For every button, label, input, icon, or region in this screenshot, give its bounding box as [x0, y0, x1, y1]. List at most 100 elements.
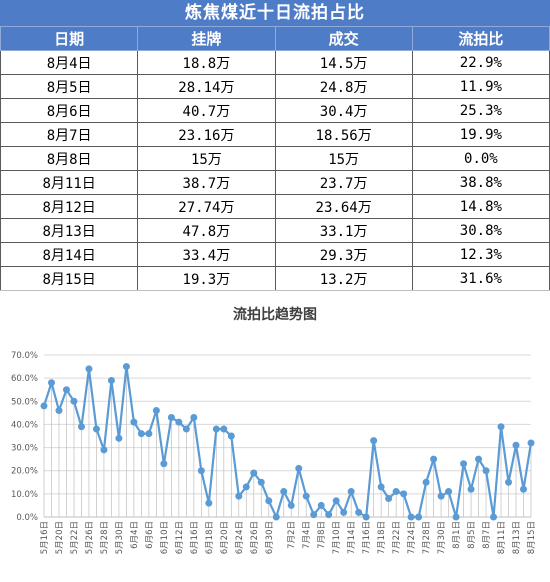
data-point [303, 493, 309, 499]
table-cell: 0.0% [412, 147, 549, 171]
table-cell: 23.16万 [138, 123, 275, 147]
header-unsold-ratio: 流拍比 [412, 27, 549, 51]
data-point [116, 435, 122, 441]
x-tick-label: 6月26日 [250, 521, 260, 554]
data-point [393, 489, 399, 495]
data-point [48, 380, 54, 386]
x-tick-label: 8月15日 [527, 521, 537, 554]
y-tick-label: 30.0% [11, 444, 38, 454]
table-body: 8月4日 18.8万 14.5万 22.9% 8月5日 28.14万 24.8万 11.9% 8… [1, 51, 550, 291]
table-cell: 23.64万 [275, 195, 412, 219]
data-point [528, 440, 534, 446]
data-point [78, 424, 84, 430]
data-point [146, 431, 152, 437]
y-tick-label: 40.0% [11, 420, 38, 430]
x-tick-label: 7月8日 [317, 521, 327, 549]
data-point [161, 461, 167, 467]
data-point [446, 489, 452, 495]
x-tick-label: 8月13日 [512, 521, 522, 554]
table-cell: 28.14万 [138, 75, 275, 99]
table-cell: 14.5万 [275, 51, 412, 75]
table-cell: 30.4万 [275, 99, 412, 123]
table-row: 8月11日 38.7万 23.7万 38.8% [1, 171, 550, 195]
data-point [513, 442, 519, 448]
x-tick-label: 8月1日 [452, 521, 462, 549]
data-point [206, 500, 212, 506]
data-point [153, 408, 159, 414]
table-cell: 25.3% [412, 99, 549, 123]
data-point [251, 470, 257, 476]
table-row: 8月5日 28.14万 24.8万 11.9% [1, 75, 550, 99]
table-cell: 18.8万 [138, 51, 275, 75]
table-cell: 33.1万 [275, 219, 412, 243]
table-cell: 33.4万 [138, 243, 275, 267]
x-tick-label: 7月4日 [302, 521, 312, 549]
table-cell: 40.7万 [138, 99, 275, 123]
x-tick-label: 5月22日 [70, 521, 80, 554]
table-cell: 8月11日 [1, 171, 138, 195]
x-tick-label: 6月30日 [265, 521, 275, 554]
trend-chart: 流拍比趋势图 0.0% 10.0% 20.0% 30.0% 40.0% 50.0% 60.0%… [0, 290, 550, 577]
data-point [41, 403, 47, 409]
x-tick-label: 8月7日 [482, 521, 492, 549]
table-cell: 8月4日 [1, 51, 138, 75]
data-point [401, 491, 407, 497]
x-tick-label: 7月14日 [347, 521, 357, 554]
x-tick-label: 5月20日 [55, 521, 65, 554]
x-tick-label: 6月16日 [190, 521, 200, 554]
x-tick-label: 7月2日 [287, 521, 297, 549]
data-point [101, 447, 107, 453]
data-point [438, 493, 444, 499]
x-tick-label: 6月20日 [220, 521, 230, 554]
x-tick-label: 6月18日 [205, 521, 215, 554]
table-cell: 22.9% [412, 51, 549, 75]
table-row: 8月7日 23.16万 18.56万 19.9% [1, 123, 550, 147]
y-tick-label: 20.0% [11, 467, 38, 477]
y-tick-label: 10.0% [11, 490, 38, 500]
table-cell: 8月12日 [1, 195, 138, 219]
table-row: 8月15日 19.3万 13.2万 31.6% [1, 267, 550, 291]
table-cell: 19.9% [412, 123, 549, 147]
data-point [431, 456, 437, 462]
table-row: 8月12日 27.74万 23.64万 14.8% [1, 195, 550, 219]
y-tick-label: 60.0% [11, 374, 38, 384]
data-point [506, 479, 512, 485]
data-point [108, 377, 114, 383]
table-cell: 8月8日 [1, 147, 138, 171]
data-point [213, 426, 219, 432]
table-cell: 11.9% [412, 75, 549, 99]
data-point [416, 514, 422, 520]
data-point [176, 419, 182, 425]
data-point [86, 366, 92, 372]
header-traded: 成交 [275, 27, 412, 51]
data-point [236, 493, 242, 499]
x-tick-label: 5月26日 [85, 521, 95, 554]
table-cell: 47.8万 [138, 219, 275, 243]
table-cell: 24.8万 [275, 75, 412, 99]
data-point [356, 509, 362, 515]
x-tick-label: 5月28日 [100, 521, 110, 554]
table-cell: 18.56万 [275, 123, 412, 147]
data-point [341, 509, 347, 515]
data-point [371, 438, 377, 444]
x-tick-label: 5月30日 [115, 521, 125, 554]
data-point [483, 468, 489, 474]
data-point [408, 514, 414, 520]
x-tick-label: 8月11日 [497, 521, 507, 554]
data-point [228, 433, 234, 439]
data-point [93, 426, 99, 432]
data-point [468, 486, 474, 492]
data-point [138, 431, 144, 437]
data-point [198, 468, 204, 474]
data-point [63, 387, 69, 393]
table-cell: 15万 [138, 147, 275, 171]
data-point [288, 502, 294, 508]
data-point [243, 484, 249, 490]
y-tick-label: 50.0% [11, 397, 38, 407]
data-point [476, 456, 482, 462]
data-point [56, 408, 62, 414]
data-point [191, 414, 197, 420]
table-cell: 8月5日 [1, 75, 138, 99]
data-point [378, 484, 384, 490]
x-tick-label: 7月18日 [377, 521, 387, 554]
